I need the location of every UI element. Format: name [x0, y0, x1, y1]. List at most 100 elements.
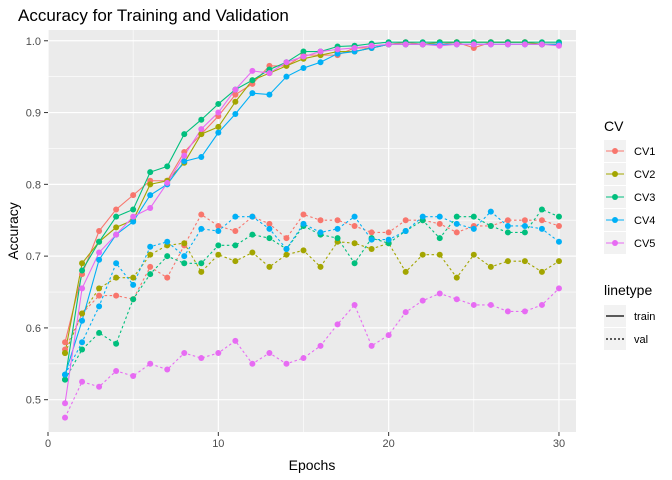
cv2-val-point [419, 251, 426, 258]
cv2-val-point [470, 251, 477, 258]
cv4-train-point [96, 256, 103, 263]
cv4-val-point [368, 236, 375, 243]
cv5-train-point [538, 41, 545, 48]
cv4-train-point [266, 91, 273, 98]
y-tick-label: 0.9 [26, 108, 41, 120]
cv5-train-point [113, 231, 120, 238]
cv4-val-point [385, 236, 392, 243]
cv5-train-point [555, 42, 562, 49]
cv2-val-point [300, 247, 307, 254]
cv5-train-point [130, 213, 137, 220]
cv3-train-point [300, 48, 307, 55]
cv5-train-point [521, 41, 528, 48]
cv4-train-point [283, 73, 290, 80]
cv1-val-point [232, 228, 239, 234]
cv5-val-point [147, 360, 154, 367]
y-tick-label: 0.5 [26, 395, 41, 407]
cv5-val-point [521, 308, 528, 315]
cv5-val-point [402, 309, 409, 316]
cv4-train-point [300, 65, 307, 72]
cv2-val-point [79, 310, 86, 317]
cv2-val-point [147, 251, 154, 258]
cv5-val-point [249, 360, 256, 367]
cv5-val-point [453, 296, 460, 303]
cv3-val-point [351, 260, 358, 267]
cv5-train-point [317, 48, 324, 55]
cv2-val-point [215, 251, 222, 258]
cv2-val-point [317, 263, 324, 270]
cv1-val-point [538, 217, 545, 224]
cv1-val-point [351, 222, 358, 229]
y-tick-label: 0.7 [26, 251, 41, 263]
cv3-val-point [96, 329, 103, 336]
cv1-val-point [215, 222, 222, 229]
y-axis-title: Accuracy [5, 202, 21, 260]
cv3-train-point [215, 100, 222, 107]
legend-cv: CV CV1 CV2 CV3 CV4 CV5 [604, 118, 655, 254]
cv1-val-point [385, 229, 392, 236]
cv4-train-point [147, 192, 154, 199]
cv3-val-point [198, 260, 205, 267]
cv3-train-point [62, 376, 69, 383]
cv5-train-point [470, 41, 477, 48]
cv2-val-point [181, 240, 188, 247]
cv4-val-point [419, 213, 426, 220]
cv5-val-point [62, 414, 69, 421]
cv5-train-point [147, 205, 154, 212]
cv4-val-point [96, 303, 103, 310]
cv5-val-point [198, 355, 205, 362]
cv3-train-point [147, 169, 154, 176]
cv3-train-point [96, 238, 103, 245]
chart-title: Accuracy for Training and Validation [18, 6, 289, 25]
cv4-val-point [181, 253, 188, 260]
cv2-val-point [538, 268, 545, 275]
cv1-val-point [334, 217, 341, 224]
cv5-train-point [164, 179, 171, 186]
cv5-train-point [96, 249, 103, 256]
cv1-val-point [436, 220, 443, 227]
cv5-val-point [164, 366, 171, 373]
cv4-val-point [521, 222, 528, 229]
cv1-val-point [266, 220, 273, 227]
cv2-val-point [113, 274, 120, 281]
cv5-val-line [64, 288, 560, 418]
cv4-val-point [453, 220, 460, 227]
axis-ticks: 0 10 20 30 0.5 0.6 0.7 0.8 0.9 1.0 [26, 36, 565, 450]
cv1-val-point [317, 217, 324, 224]
cv2-val-point [283, 251, 290, 258]
x-axis-title: Epochs [289, 457, 336, 473]
cv3-val-point [504, 229, 511, 236]
cv2-train-point [147, 181, 154, 188]
cv4-val-point [164, 238, 171, 245]
cv5-val-point [232, 337, 239, 344]
cv2-train-point [79, 260, 86, 267]
cv5-train-point [249, 67, 256, 74]
plot-panel [48, 30, 576, 432]
cv2-train-point [198, 131, 205, 138]
cv4-train-point [198, 154, 205, 161]
legend-key-point [612, 217, 618, 223]
cv5-train-point [300, 53, 307, 60]
x-tick-label: 30 [553, 438, 565, 450]
x-tick-label: 10 [212, 438, 224, 450]
cv5-val-point [419, 297, 426, 304]
cv5-train-point [436, 42, 443, 49]
cv3-train-point [198, 116, 205, 123]
cv4-val-point [113, 260, 120, 267]
cv3-val-point [538, 206, 545, 213]
cv3-val-point [521, 229, 528, 236]
cv3-val-point [470, 213, 477, 220]
cv5-train-point [79, 285, 86, 292]
cv5-train-point [198, 126, 205, 133]
cv1-val-point [555, 222, 562, 229]
cv1-train-point [130, 192, 137, 199]
cv2-val-point [249, 249, 256, 256]
cv5-train-point [504, 41, 511, 48]
legend-label-cv2: CV2 [634, 169, 655, 181]
cv5-train-point [368, 42, 375, 49]
cv2-val-point [504, 258, 511, 265]
legend-label-train: train [634, 311, 655, 323]
cv5-val-point [130, 373, 137, 380]
cv5-val-point [504, 308, 511, 315]
cv5-val-point [113, 367, 120, 374]
